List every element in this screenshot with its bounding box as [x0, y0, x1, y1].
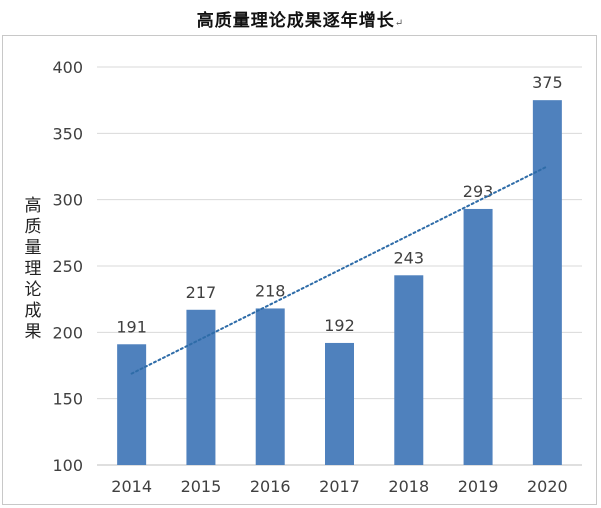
data-label: 243	[394, 248, 425, 267]
data-label: 218	[255, 281, 286, 300]
trendline	[130, 165, 549, 375]
bar	[394, 275, 424, 465]
y-tick-label: 100	[52, 456, 83, 475]
y-tick-label: 150	[52, 390, 83, 409]
x-tick-label: 2016	[250, 477, 291, 496]
return-mark-icon: ↵	[394, 18, 405, 29]
bar	[186, 309, 216, 465]
x-tick-label: 2017	[319, 477, 360, 496]
x-tick-label: 2018	[388, 477, 429, 496]
data-label: 217	[186, 283, 217, 302]
x-tick-label: 2020	[527, 477, 568, 496]
x-tick-label: 2015	[181, 477, 222, 496]
chart-title-text: 高质量理论成果逐年增长	[196, 11, 395, 31]
y-tick-label: 300	[52, 191, 83, 210]
y-axis-label: 高质量理论成果	[24, 196, 42, 342]
x-tick-label: 2014	[111, 477, 152, 496]
y-tick-label: 250	[52, 257, 83, 276]
bar	[532, 100, 562, 466]
data-label: 375	[532, 73, 563, 92]
chart-title: 高质量理论成果逐年增长↵	[0, 6, 601, 31]
x-tick-label: 2019	[458, 477, 499, 496]
y-tick-label: 400	[52, 58, 83, 77]
y-tick-label: 350	[52, 124, 83, 143]
chart-frame	[2, 35, 597, 505]
data-label: 192	[324, 316, 355, 335]
data-label: 293	[463, 182, 494, 201]
data-label: 191	[116, 317, 147, 336]
bar	[463, 208, 493, 465]
bar	[255, 308, 285, 465]
bar	[325, 342, 354, 465]
bar	[117, 344, 147, 465]
y-tick-label: 200	[52, 323, 83, 342]
